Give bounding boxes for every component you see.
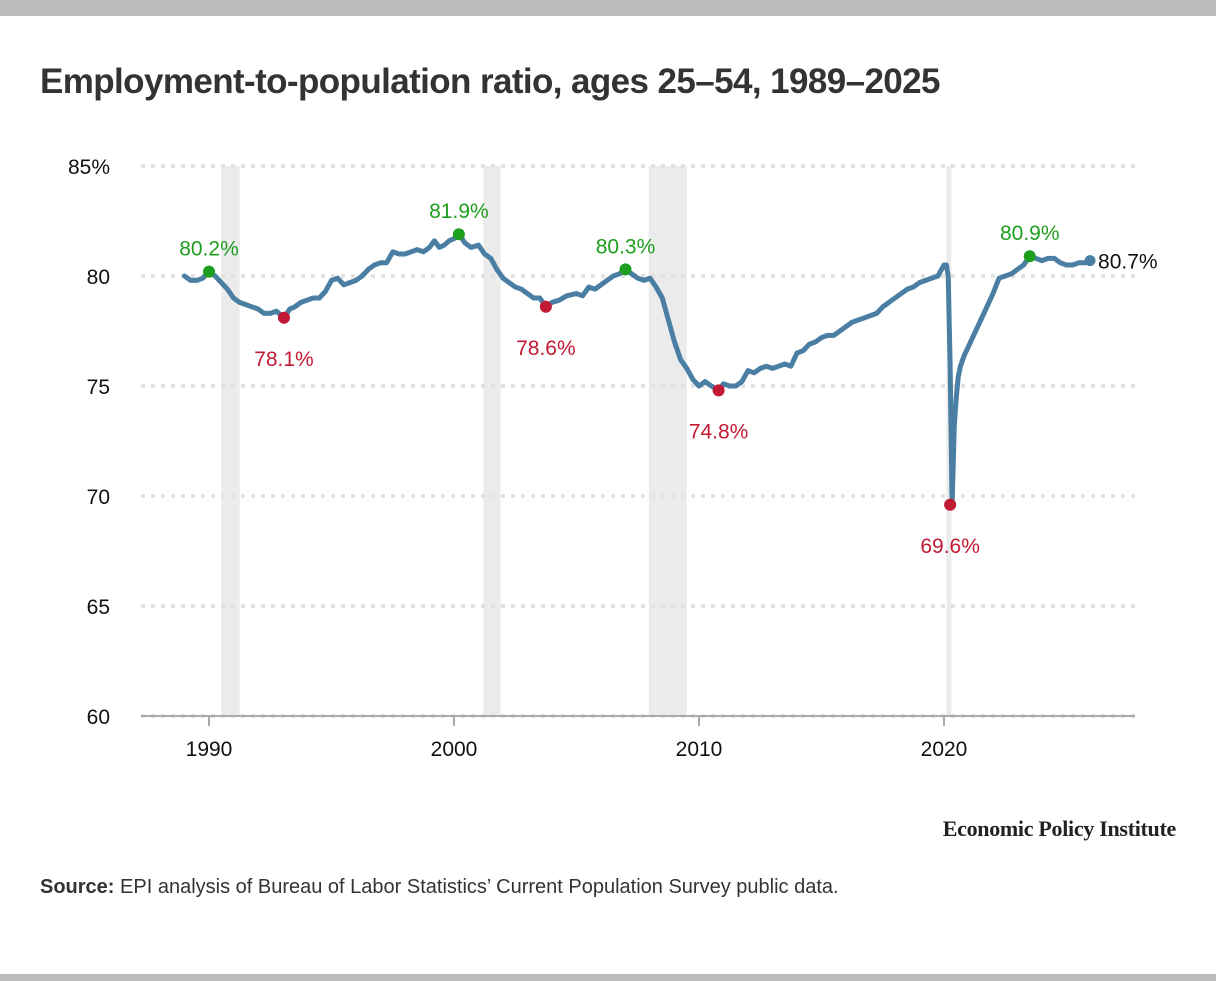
y-tick-label: 70 <box>87 486 110 509</box>
line-chart: 85% 80 75 70 65 60 1990 2000 2010 2020 80.2% 78.1… <box>68 156 1158 761</box>
source-note: Source: EPI analysis of Bureau of Labor … <box>40 876 839 899</box>
trough-label: 78.6% <box>516 337 576 360</box>
y-tick-label: 80 <box>87 266 110 289</box>
recession-band <box>221 166 240 716</box>
peak-label: 80.9% <box>1000 222 1060 245</box>
y-tick-label: 65 <box>87 596 110 619</box>
peak-marker <box>1023 250 1036 263</box>
top-border-bar <box>0 0 1216 16</box>
peak-marker <box>203 265 215 278</box>
latest-marker <box>1084 255 1096 267</box>
trough-marker <box>539 300 552 313</box>
x-tick-label: 2020 <box>921 738 968 761</box>
y-axis-labels: 85% 80 75 70 65 60 <box>68 156 110 729</box>
trough-marker <box>712 384 725 397</box>
x-axis <box>141 715 1135 726</box>
latest-label: 80.7% <box>1098 251 1158 274</box>
trough-label: 74.8% <box>689 420 749 443</box>
x-axis-labels: 1990 2000 2010 2020 <box>186 738 968 761</box>
trough-label: 69.6% <box>920 535 980 558</box>
y-tick-label: 75 <box>87 376 110 399</box>
recession-band <box>648 166 687 716</box>
y-tick-label: 85% <box>68 156 110 179</box>
source-label: Source: <box>40 876 115 898</box>
peak-label: 80.3% <box>596 235 656 258</box>
series-line-layer <box>182 231 1093 508</box>
x-tick-label: 2010 <box>676 738 723 761</box>
recession-band <box>483 166 501 716</box>
x-tick-label: 1990 <box>186 738 233 761</box>
bottom-border-bar <box>0 974 1216 981</box>
peak-label: 80.2% <box>179 238 239 261</box>
trough-marker <box>944 498 957 511</box>
peak-marker <box>619 263 632 276</box>
annotations: 80.2% 78.1% 81.9% 78.6% 80.3% 74.8% 69.6% 80.9%… <box>179 200 1157 558</box>
recession-bands <box>221 166 952 716</box>
trough-label: 78.1% <box>254 348 314 371</box>
y-tick-label: 60 <box>87 706 110 729</box>
brand-logo: Economic Policy Institute <box>942 816 1177 841</box>
chart-title: Employment-to-population ratio, ages 25–… <box>40 62 941 101</box>
series-line <box>182 231 1093 508</box>
x-tick-label: 2000 <box>431 738 478 761</box>
source-text: EPI analysis of Bureau of Labor Statisti… <box>114 876 839 898</box>
peak-marker <box>452 228 465 241</box>
peak-label: 81.9% <box>429 200 489 223</box>
trough-marker <box>277 311 290 324</box>
